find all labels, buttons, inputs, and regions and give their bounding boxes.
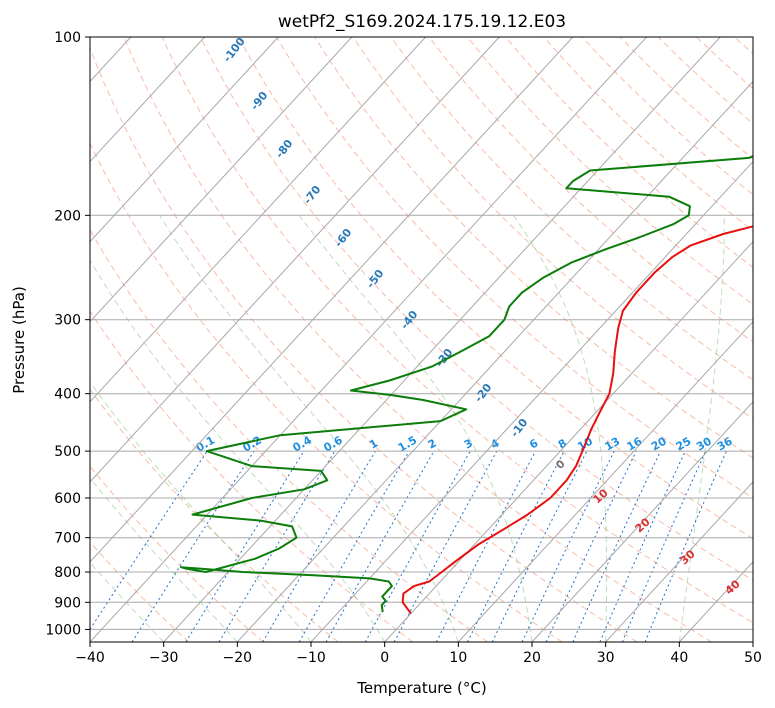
moist-adiabat [0,215,237,642]
mixing-ratio-line [219,451,335,642]
temperature-contour-label: 40 [723,577,743,597]
dry-adiabat [734,37,775,642]
dry-adiabat [0,37,189,642]
moist-adiabat [0,215,311,642]
temperature-contour-label: -50 [364,267,387,291]
mixing-ratio-line [573,451,661,642]
temperature-contour-label: -80 [273,137,296,161]
x-tick-label: −30 [149,650,179,666]
x-tick-label: 10 [449,650,467,666]
chart-title: wetPf2_S169.2024.175.19.12.E03 [278,12,566,32]
dry-adiabat [0,37,264,642]
temperature-contour-label: 10 [591,486,611,506]
y-tick-label: 800 [54,565,81,581]
temperature-contour-label: 0 [553,457,568,472]
isotherm [0,37,499,642]
moist-adiabat [679,215,724,642]
y-tick-label: 900 [54,595,81,611]
mixing-ratio-line [132,451,254,642]
isotherm [90,37,647,642]
mixing-ratio-line [299,451,409,642]
isotherm [532,37,775,642]
x-tick-label: −10 [296,650,326,666]
mixing-ratio-line [492,451,587,642]
isotherm [237,37,775,642]
x-tick-label: −40 [75,650,105,666]
dry-adiabat [506,37,775,642]
temperature-contour-label: -30 [433,346,456,370]
temperature-contour-label: -20 [472,381,495,405]
mixing-ratio-line [186,451,304,642]
temperature-contour-label: -10 [508,416,531,440]
dry-adiabat [582,37,775,642]
x-tick-label: 20 [523,650,541,666]
mixing-ratio-line [546,451,636,642]
dry-adiabat [544,37,775,642]
isotherm [16,37,573,642]
x-tick-label: 50 [744,650,762,666]
mixing-ratio-label: 3 [462,437,475,452]
mixing-ratio-line [600,451,685,642]
y-tick-label: 700 [54,531,81,547]
isotherm [0,37,426,642]
temperature-contour-label: 20 [633,515,653,535]
isotherm [0,37,57,642]
dry-adiabat [620,37,775,642]
x-axis-label: Temperature (°C) [356,679,486,697]
temperature-contour-label: -90 [248,89,271,113]
mixing-ratio-line [645,451,726,642]
x-tick-label: 40 [670,650,688,666]
moist-adiabat [160,215,459,642]
dry-adiabat [658,37,775,642]
plot-frame [90,37,753,642]
dry-adiabat [467,37,775,642]
temperature-contour-label: 30 [678,547,698,567]
mixing-ratio-label: 6 [527,436,540,451]
x-tick-label: 30 [597,650,615,666]
dry-adiabat [124,37,712,642]
dry-adiabat [238,37,775,642]
y-tick-label: 200 [54,208,81,224]
mixing-ratio-line [263,451,376,642]
isotherm [0,37,352,642]
y-tick-label: 400 [54,387,81,403]
mixing-ratio-label: 2 [426,437,439,452]
dry-adiabat [0,37,413,642]
isotherm [164,37,721,642]
y-tick-label: 100 [54,30,81,46]
mixing-ratio-line [468,451,565,642]
temperature-contour-label: -100 [221,35,248,65]
isotherm [0,37,278,642]
mixing-ratio-line [326,451,434,642]
isotherm [753,37,775,642]
temperature-contour-label: -60 [332,226,355,250]
y-tick-label: 1000 [45,622,81,638]
dry-adiabat [86,37,637,642]
isotherm [679,37,775,642]
dry-adiabat [315,37,775,642]
y-tick-label: 500 [54,444,81,460]
y-axis-label: Pressure (hPa) [10,286,28,394]
dry-adiabat [696,37,775,642]
x-tick-label: −20 [223,650,253,666]
dry-adiabat [0,37,338,642]
dry-adiabat [277,37,775,642]
x-tick-label: 0 [380,650,389,666]
y-tick-label: 600 [54,491,81,507]
y-tick-label: 300 [54,313,81,329]
mixing-ratio-label: 4 [488,436,501,451]
